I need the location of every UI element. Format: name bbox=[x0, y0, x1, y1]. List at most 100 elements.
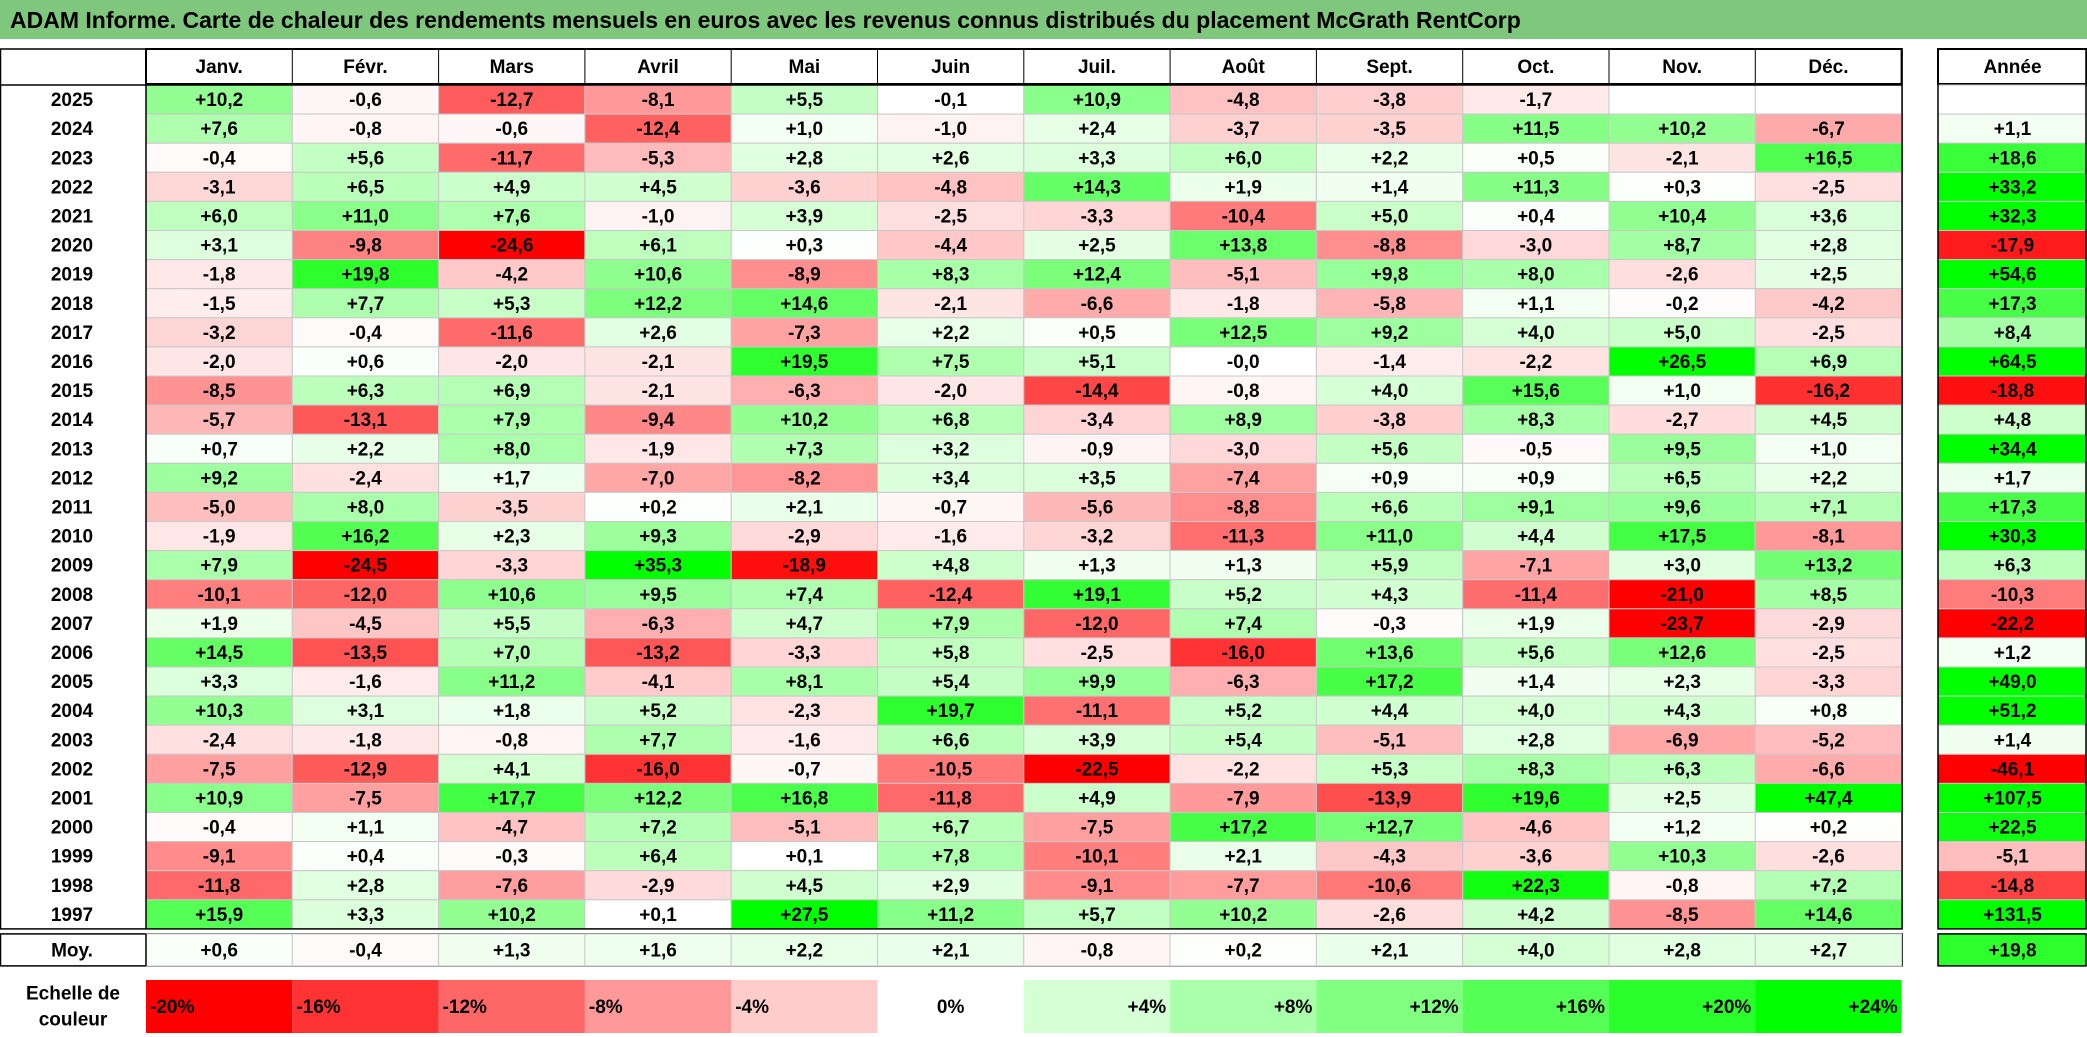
scale-swatch bbox=[1316, 980, 1463, 1033]
heatmap-cell bbox=[145, 521, 293, 552]
cell-value: +3,1 bbox=[200, 236, 238, 257]
cell-value: +3,3 bbox=[1078, 148, 1116, 169]
cell-value: +5,7 bbox=[1078, 905, 1116, 926]
year-label: 1998 bbox=[51, 876, 93, 897]
annual-value: +49,0 bbox=[1988, 672, 2036, 693]
cell-value: -12,9 bbox=[344, 759, 387, 780]
heatmap-cell bbox=[145, 375, 293, 406]
year-label: 2007 bbox=[51, 614, 93, 635]
heatmap-cell bbox=[877, 462, 1025, 493]
year-label: 2015 bbox=[51, 381, 94, 402]
heatmap-cell bbox=[1315, 317, 1464, 348]
cell-value: -2,6 bbox=[1666, 265, 1699, 286]
cell-value: +0,2 bbox=[639, 497, 677, 518]
cell-value: +1,0 bbox=[786, 119, 824, 140]
heatmap-cell bbox=[1462, 782, 1610, 814]
cell-value: -6,9 bbox=[1666, 730, 1699, 751]
cell-value: +14,3 bbox=[1073, 177, 1121, 198]
heatmap-cell bbox=[877, 782, 1025, 814]
cell-value: +5,0 bbox=[1663, 323, 1701, 344]
heatmap-cell bbox=[291, 230, 440, 261]
scale-swatch bbox=[292, 980, 439, 1033]
heatmap-cell bbox=[1023, 695, 1171, 726]
cell-value: -3,1 bbox=[203, 177, 236, 198]
cell-value: -2,1 bbox=[642, 352, 675, 373]
heatmap-cell bbox=[1023, 812, 1171, 843]
heatmap-cell bbox=[1169, 608, 1317, 639]
cell-value: +7,2 bbox=[1810, 876, 1848, 897]
scale-swatch bbox=[1023, 980, 1171, 1033]
cell-value: -3,2 bbox=[1081, 527, 1114, 548]
month-header: Mars bbox=[490, 57, 534, 78]
cell-value: +1,3 bbox=[1078, 556, 1116, 577]
heatmap-cell bbox=[438, 812, 586, 843]
cell-value: +5,0 bbox=[1371, 206, 1409, 227]
cell-value: +1,9 bbox=[1224, 177, 1262, 198]
cell-value: +4,0 bbox=[1517, 323, 1555, 344]
cell-value: -4,7 bbox=[495, 818, 528, 839]
cell-value: +7,0 bbox=[493, 643, 531, 664]
cell-value: -8,1 bbox=[642, 90, 675, 111]
cell-value: +2,3 bbox=[1663, 672, 1701, 693]
cell-value: -2,7 bbox=[1666, 410, 1699, 431]
heatmap-cell bbox=[145, 142, 293, 173]
annual-value: -5,1 bbox=[1996, 847, 2029, 868]
scale-value: +4% bbox=[1128, 997, 1167, 1018]
heatmap-cell bbox=[1462, 753, 1610, 784]
cell-value: +9,9 bbox=[1078, 672, 1116, 693]
cell-value: -1,9 bbox=[642, 439, 675, 460]
cell-value: -2,3 bbox=[788, 701, 821, 722]
heatmap-cell bbox=[584, 782, 732, 814]
cell-value: -12,4 bbox=[929, 585, 973, 606]
heatmap-cell bbox=[438, 404, 586, 435]
heatmap-cell bbox=[1023, 608, 1171, 639]
annual-cell bbox=[1937, 491, 2087, 522]
cell-value: +13,8 bbox=[1219, 236, 1267, 257]
cell-value: +2,1 bbox=[786, 497, 824, 518]
cell-value: -6,3 bbox=[642, 614, 675, 635]
cell-value: +17,2 bbox=[1366, 672, 1414, 693]
heatmap-cell bbox=[730, 346, 879, 377]
cell-value: +1,0 bbox=[1663, 381, 1701, 402]
cell-value: -13,9 bbox=[1368, 788, 1411, 809]
heatmap-cell bbox=[145, 317, 293, 348]
year-label: 2018 bbox=[51, 294, 93, 315]
heatmap-cell bbox=[1754, 491, 1903, 522]
cell-value: +6,5 bbox=[1663, 468, 1701, 489]
annual-value: -18,8 bbox=[1991, 381, 2034, 402]
heatmap-cell bbox=[1462, 288, 1610, 319]
cell-value: -16,0 bbox=[1222, 643, 1265, 664]
cell-value: -4,1 bbox=[642, 672, 675, 693]
cell-value: +7,1 bbox=[1810, 497, 1848, 518]
cell-value: -8,2 bbox=[788, 468, 821, 489]
cell-value: -11,8 bbox=[198, 876, 240, 897]
cell-value: +0,4 bbox=[1517, 206, 1555, 227]
cell-value: +7,9 bbox=[493, 410, 531, 431]
heatmap-cell bbox=[438, 724, 586, 755]
heatmap-cell bbox=[291, 579, 440, 610]
heatmap-cell bbox=[1608, 666, 1756, 697]
cell-value: +6,8 bbox=[932, 410, 970, 431]
heatmap-cell bbox=[1608, 521, 1756, 552]
cell-value: -0,8 bbox=[1666, 876, 1699, 897]
cell-value: -8,5 bbox=[1666, 905, 1699, 926]
heatmap-cell bbox=[1462, 695, 1610, 726]
cell-value: -2,5 bbox=[934, 206, 967, 227]
heatmap-cell bbox=[438, 171, 586, 202]
heatmap-cell bbox=[1169, 200, 1317, 231]
annual-value: -14,8 bbox=[1991, 876, 2034, 897]
cell-value: +17,2 bbox=[1219, 818, 1267, 839]
cell-value: -1,9 bbox=[203, 527, 236, 548]
heatmap-cell bbox=[145, 288, 293, 319]
cell-value: -10,1 bbox=[1075, 847, 1119, 868]
cell-value: +11,2 bbox=[488, 672, 535, 693]
heatmap-cell bbox=[1754, 84, 1903, 115]
cell-value: +8,5 bbox=[1810, 585, 1848, 606]
cell-value: -10,1 bbox=[197, 585, 241, 606]
cell-value: +10,9 bbox=[1073, 90, 1121, 111]
heatmap-cell bbox=[1608, 200, 1756, 231]
cell-value: +13,2 bbox=[1804, 556, 1852, 577]
cell-value: -3,3 bbox=[495, 556, 528, 577]
annual-cell bbox=[1937, 608, 2087, 639]
